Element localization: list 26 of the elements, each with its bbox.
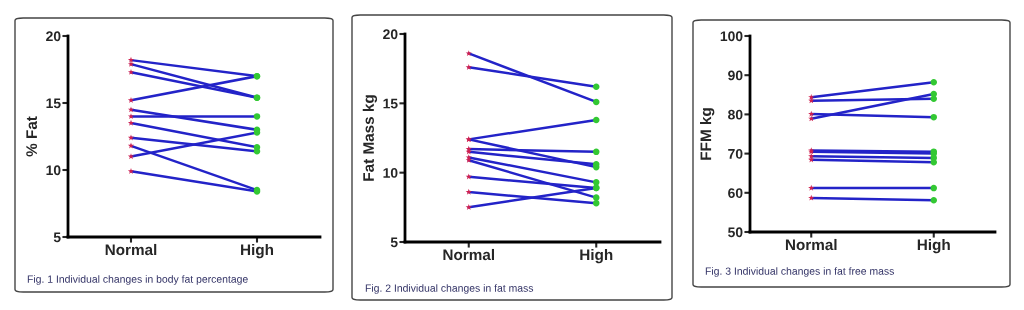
caption: Fig. 3 Individual changes in fat free mass bbox=[705, 267, 894, 277]
caption: Fig. 1 Individual changes in body fat percentage bbox=[27, 275, 248, 285]
x-tick-label: Normal bbox=[105, 243, 157, 256]
y-tick-label: 80 bbox=[728, 109, 743, 120]
y-tick-label: 10 bbox=[383, 168, 398, 178]
y-tick-label: 20 bbox=[383, 29, 398, 40]
y-axis-title: Fat Mass kg bbox=[362, 95, 378, 181]
y-tick-label: 60 bbox=[728, 188, 743, 198]
y-tick-label: 5 bbox=[390, 237, 398, 248]
x-tick-label: Normal bbox=[785, 238, 837, 251]
y-tick-label: 5 bbox=[53, 232, 61, 243]
x-tick-label: High bbox=[580, 248, 613, 264]
y-tick-label: 15 bbox=[383, 98, 398, 109]
x-tick-label: High bbox=[917, 238, 950, 254]
y-tick-label: 90 bbox=[728, 70, 743, 81]
y-axis-title: FFM kg bbox=[700, 108, 715, 160]
y-tick-label: 100 bbox=[720, 31, 743, 42]
y-tick-label: 10 bbox=[46, 165, 61, 176]
y-tick-label: 50 bbox=[728, 227, 743, 238]
y-tick-label: 70 bbox=[728, 148, 743, 159]
x-tick-label: Normal bbox=[443, 248, 494, 261]
y-tick-label: 20 bbox=[46, 31, 61, 42]
caption: Fig. 2 Individual changes in fat mass bbox=[365, 284, 534, 294]
x-tick-label: High bbox=[241, 243, 274, 259]
y-tick-label: 15 bbox=[46, 98, 61, 109]
y-axis-title: % Fat bbox=[26, 116, 38, 157]
